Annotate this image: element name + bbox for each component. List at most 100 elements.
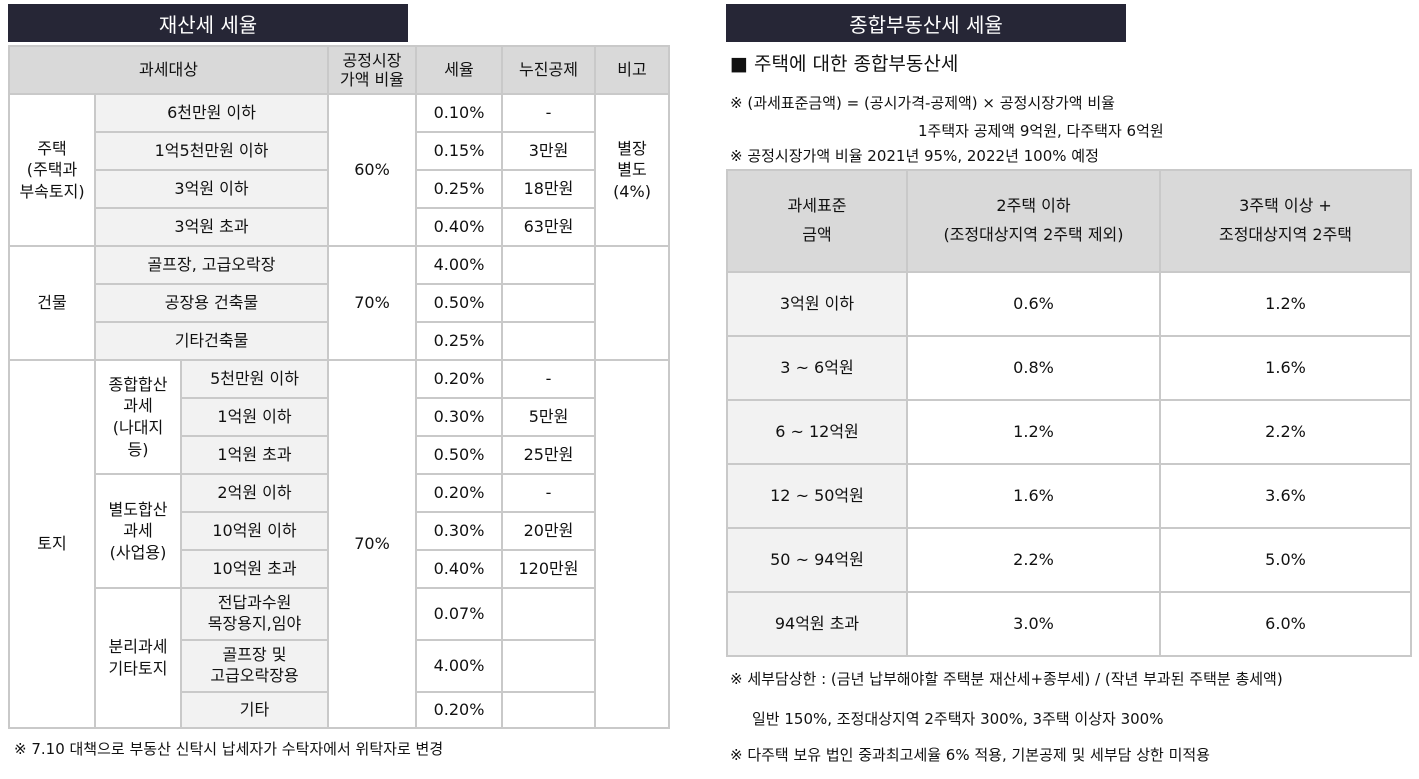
- housing-remark: 별장 별도 (4%): [594, 93, 670, 247]
- row-three: 6.0%: [1159, 591, 1412, 657]
- row-label: 전답과수원 목장용지,임야: [180, 587, 329, 641]
- row-rate: 0.50%: [415, 435, 503, 475]
- row-three: 5.0%: [1159, 527, 1412, 593]
- table-row: 기타건축물 0.25%: [9, 321, 669, 361]
- property-tax-footnote: ※ 7.10 대책으로 부동산 신탁시 납세자가 수탁자에서 위탁자로 변경: [14, 740, 444, 758]
- row-two: 0.6%: [906, 271, 1161, 337]
- row-deduction: -: [501, 473, 596, 513]
- header-deduction: 누진공제: [501, 45, 596, 95]
- row-two: 3.0%: [906, 591, 1161, 657]
- table-row: 12 ~ 50억원 1.6% 3.6%: [726, 463, 1412, 529]
- comprehensive-tax-title-text: 종합부동산세 세율: [849, 12, 1003, 37]
- land-remark: [594, 359, 670, 729]
- comprehensive-tax-heading: ■ 주택에 대한 종합부동산세: [730, 53, 959, 75]
- row-label: 골프장 및 고급오락장용: [180, 639, 329, 693]
- row-deduction: 18만원: [501, 169, 596, 209]
- comprehensive-tax-title: 종합부동산세 세율: [726, 4, 1126, 42]
- row-base: 6 ~ 12억원: [726, 399, 908, 465]
- table-row: 골프장 및 고급오락장용 4.00%: [9, 639, 669, 693]
- table-row: 3 ~ 6억원 0.8% 1.6%: [726, 335, 1412, 401]
- header-row: 과세표준 금액 2주택 이하 (조정대상지역 2주택 제외) 3주택 이상 + …: [726, 169, 1412, 273]
- table-row: 분리과세 기타토지 전답과수원 목장용지,임야 0.07%: [9, 587, 669, 729]
- row-two: 2.2%: [906, 527, 1161, 593]
- row-two: 1.2%: [906, 399, 1161, 465]
- header-three-houses: 3주택 이상 + 조정대상지역 2주택: [1159, 169, 1412, 273]
- deduction-note: 1주택자 공제액 9억원, 다주택자 6억원: [918, 122, 1164, 140]
- row-label: 6천만원 이하: [94, 93, 329, 133]
- table-row: 3억원 이하 0.6% 1.2%: [726, 271, 1412, 337]
- row-rate: 0.20%: [415, 691, 503, 729]
- row-deduction: -: [501, 359, 596, 399]
- row-two: 0.8%: [906, 335, 1161, 401]
- row-rate: 0.30%: [415, 397, 503, 437]
- land-group: 토지: [8, 359, 96, 729]
- row-label: 10억원 이하: [180, 511, 329, 551]
- burden-cap-rates: 일반 150%, 조정대상지역 2주택자 300%, 3주택 이상자 300%: [752, 710, 1164, 728]
- row-label: 5천만원 이하: [180, 359, 329, 399]
- row-rate: 0.20%: [415, 359, 503, 399]
- table-row: 토지 종합합산 과세 (나대지 등) 5천만원 이하 70% 0.20% -: [8, 359, 670, 729]
- table-row: 10억원 초과 0.40% 120만원: [9, 549, 669, 589]
- row-label: 3억원 초과: [94, 207, 329, 247]
- table-row: 1억원 초과 0.50% 25만원: [9, 435, 669, 475]
- property-tax-title-text: 재산세 세율: [158, 12, 258, 37]
- row-deduction: 20만원: [501, 511, 596, 551]
- row-rate: 0.25%: [415, 321, 503, 361]
- table-row: 10억원 이하 0.30% 20만원: [9, 511, 669, 551]
- table-row: 50 ~ 94억원 2.2% 5.0%: [726, 527, 1412, 593]
- land-isolated-sub: 분리과세 기타토지: [94, 587, 182, 729]
- row-deduction: 120만원: [501, 549, 596, 589]
- row-rate: 0.10%: [415, 93, 503, 133]
- land-separate-sub: 별도합산 과세 (사업용): [94, 473, 182, 589]
- row-label: 3억원 이하: [94, 169, 329, 209]
- table-row: 별도합산 과세 (사업용) 2억원 이하 0.20% -: [9, 473, 669, 589]
- header-ratio: 공정시장 가액 비율: [327, 45, 417, 95]
- header-two-houses: 2주택 이하 (조정대상지역 2주택 제외): [906, 169, 1161, 273]
- row-deduction: 25만원: [501, 435, 596, 475]
- table-row: 3억원 초과 0.40% 63만원: [9, 207, 669, 247]
- table-row: 1억5천만원 이하 0.15% 3만원: [9, 131, 669, 171]
- table-row: 6 ~ 12억원 1.2% 2.2%: [726, 399, 1412, 465]
- row-label: 골프장, 고급오락장: [94, 245, 329, 285]
- building-ratio: 70%: [327, 245, 417, 361]
- row-deduction: [501, 587, 596, 641]
- land-combined-sub: 종합합산 과세 (나대지 등): [94, 359, 182, 475]
- row-rate: 0.07%: [415, 587, 503, 641]
- property-tax-title: 재산세 세율: [8, 4, 408, 42]
- row-two: 1.6%: [906, 463, 1161, 529]
- row-label: 1억5천만원 이하: [94, 131, 329, 171]
- table-row: 기타 0.20%: [9, 691, 669, 729]
- row-deduction: -: [501, 93, 596, 133]
- table-row: 94억원 초과 3.0% 6.0%: [726, 591, 1412, 657]
- table-row: 주택 (주택과 부속토지) 6천만원 이하 60% 0.10% - 별장 별도 …: [8, 93, 670, 247]
- row-deduction: [501, 245, 596, 285]
- header-base: 과세표준 금액: [726, 169, 908, 273]
- row-rate: 4.00%: [415, 639, 503, 693]
- row-deduction: [501, 321, 596, 361]
- row-rate: 0.25%: [415, 169, 503, 209]
- formula-note: ※ (과세표준금액) = (공시가격-공제액) × 공정시장가액 비율: [730, 94, 1115, 112]
- row-three: 2.2%: [1159, 399, 1412, 465]
- row-base: 94억원 초과: [726, 591, 908, 657]
- header-rate: 세율: [415, 45, 503, 95]
- row-label: 기타건축물: [94, 321, 329, 361]
- land-ratio: 70%: [327, 359, 417, 729]
- row-label: 2억원 이하: [180, 473, 329, 513]
- corporate-note: ※ 다주택 보유 법인 중과최고세율 6% 적용, 기본공제 및 세부담 상한 …: [730, 746, 1210, 764]
- row-base: 3억원 이하: [726, 271, 908, 337]
- row-label: 1억원 초과: [180, 435, 329, 475]
- row-label: 10억원 초과: [180, 549, 329, 589]
- ratio-note: ※ 공정시장가액 비율 2021년 95%, 2022년 100% 예정: [730, 147, 1099, 165]
- header-target: 과세대상: [8, 45, 329, 95]
- row-base: 3 ~ 6억원: [726, 335, 908, 401]
- table-row: 공장용 건축물 0.50%: [9, 283, 669, 323]
- row-label: 공장용 건축물: [94, 283, 329, 323]
- row-rate: 0.50%: [415, 283, 503, 323]
- table-row: 3억원 이하 0.25% 18만원: [9, 169, 669, 209]
- row-three: 1.2%: [1159, 271, 1412, 337]
- row-rate: 0.30%: [415, 511, 503, 551]
- row-rate: 4.00%: [415, 245, 503, 285]
- building-remark: [594, 245, 670, 361]
- burden-cap-note: ※ 세부담상한 : (금년 납부해야할 주택분 재산세+종부세) / (작년 부…: [730, 670, 1283, 688]
- row-rate: 0.15%: [415, 131, 503, 171]
